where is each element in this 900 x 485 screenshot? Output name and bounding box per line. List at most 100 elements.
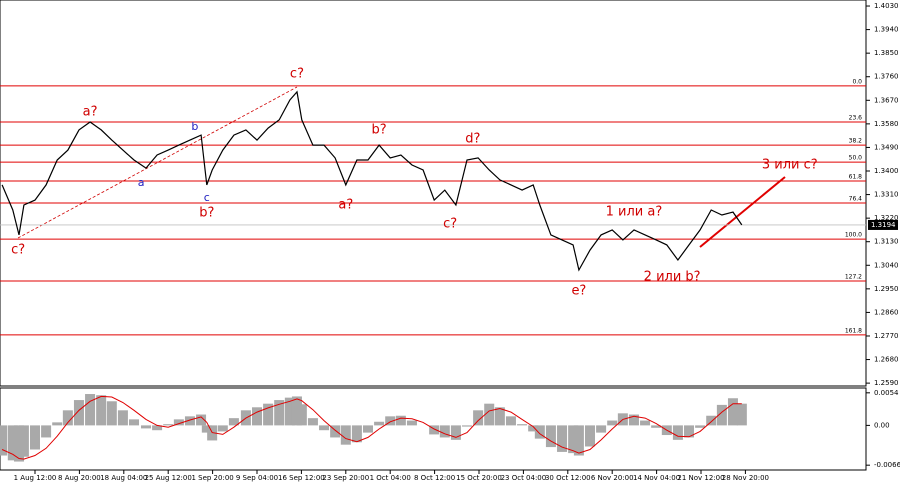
macd-bar <box>517 424 528 426</box>
macd-bar <box>585 425 595 447</box>
wave-label: a <box>138 176 145 189</box>
macd-bar <box>406 420 417 426</box>
wave-label: c? <box>290 67 304 82</box>
macd-bar <box>716 404 727 426</box>
macd-bar <box>274 400 285 426</box>
x-tick-label: 15 Oct 20:00 <box>456 474 502 482</box>
macd-bar <box>363 425 373 433</box>
fib-label: 161.8 <box>845 327 862 334</box>
x-tick-label: 8 Aug 20:00 <box>58 474 101 482</box>
macd-bar <box>568 425 579 454</box>
macd-bar <box>217 425 228 432</box>
macd-bar <box>96 395 107 426</box>
x-tick-label: 1 Sep 20:00 <box>191 474 233 482</box>
wave-label: c? <box>443 216 457 231</box>
macd-bar <box>494 407 505 426</box>
fib-label: 0.0 <box>852 78 862 85</box>
macd-bar <box>607 420 618 426</box>
x-tick-label: 21 Nov 12:00 <box>677 474 724 482</box>
macd-bar <box>340 425 351 445</box>
macd-bar <box>573 425 584 456</box>
wave-label: a? <box>338 198 353 213</box>
macd-bar <box>41 425 52 438</box>
macd-bar <box>330 425 341 438</box>
x-tick-label: 30 Oct 12:00 <box>545 474 591 482</box>
macd-bar <box>62 410 73 426</box>
macd-bar <box>706 415 717 426</box>
macd-bar <box>163 424 174 426</box>
macd-bar <box>296 404 307 426</box>
macd-bar <box>52 422 63 426</box>
macd-bar <box>152 425 163 431</box>
macd-bar <box>462 425 473 427</box>
macd-bar <box>484 403 495 426</box>
macd-bar <box>450 425 461 440</box>
y-tick-label: 1.3760 <box>874 73 899 81</box>
macd-bar <box>184 416 195 426</box>
x-tick-label: 1 Aug 12:00 <box>14 474 57 482</box>
macd-bar <box>73 400 84 426</box>
wave-label: b? <box>199 205 214 220</box>
macd-tick-label: 0.0054 <box>874 389 899 397</box>
macd-bar <box>141 425 151 429</box>
macd-bar <box>628 414 639 426</box>
macd-bar <box>596 425 607 433</box>
fib-label: 50.0 <box>849 155 863 162</box>
macd-bar <box>252 407 262 426</box>
x-tick-label: 6 Nov 20:00 <box>591 474 634 482</box>
macd-bar <box>672 425 683 440</box>
macd-bar <box>201 425 212 433</box>
y-tick-label: 1.2770 <box>874 332 899 340</box>
y-tick-label: 1.2950 <box>874 285 899 293</box>
macd-bar <box>30 425 40 450</box>
wave-channel <box>17 86 298 239</box>
macd-bar <box>307 418 318 426</box>
wave-label: b <box>191 120 198 133</box>
x-tick-label: 23 Sep 20:00 <box>322 474 369 482</box>
macd-bar <box>695 425 706 428</box>
price-line <box>1 90 743 272</box>
macd-bar <box>534 425 545 439</box>
y-tick-label: 1.3130 <box>874 238 899 246</box>
fib-label: 38.2 <box>849 138 863 145</box>
macd-tick-label: -0.0066 <box>874 461 900 469</box>
macd-bar <box>557 425 568 452</box>
x-tick-label: 1 Oct 04:00 <box>370 474 411 482</box>
last-price-label: 1.3194 <box>871 221 896 229</box>
macd-bar <box>117 410 128 426</box>
macd-tick-label: 0.00 <box>874 421 890 429</box>
wave-label: 2 или b? <box>644 270 701 285</box>
macd-bar <box>319 425 330 431</box>
macd-bar <box>173 419 184 426</box>
y-tick-label: 1.4030 <box>874 2 899 10</box>
main-pane <box>0 0 867 387</box>
y-tick-label: 1.3580 <box>874 120 899 128</box>
y-tick-label: 1.3670 <box>874 96 899 104</box>
macd-bar <box>651 425 662 428</box>
x-tick-label: 28 Nov 20:00 <box>722 474 769 482</box>
last-price-box <box>868 219 898 230</box>
macd-bar <box>196 414 207 426</box>
macd-bar <box>263 403 274 426</box>
x-tick-label: 9 Sep 04:00 <box>236 474 278 482</box>
fib-label: 76.4 <box>849 195 863 202</box>
macd-bar <box>374 421 385 426</box>
macd-bar <box>228 418 239 426</box>
y-tick-label: 1.3220 <box>874 214 899 222</box>
macd-bar <box>385 416 396 426</box>
wave-label: 1 или a? <box>606 205 663 220</box>
macd-bar <box>106 401 117 426</box>
macd-bar <box>18 425 29 457</box>
macd-signal <box>1 395 742 460</box>
fib-label: 100.0 <box>845 232 862 239</box>
macd-bar <box>351 425 362 443</box>
projection-line <box>699 176 786 248</box>
wave-label: c? <box>11 243 25 258</box>
x-tick-label: 8 Oct 12:00 <box>414 474 455 482</box>
fib-label: 127.2 <box>845 273 862 280</box>
wave-label: b? <box>372 122 387 137</box>
macd-bar <box>284 397 295 426</box>
macd-bar <box>395 415 406 426</box>
x-tick-label: 25 Aug 12:00 <box>145 474 192 482</box>
